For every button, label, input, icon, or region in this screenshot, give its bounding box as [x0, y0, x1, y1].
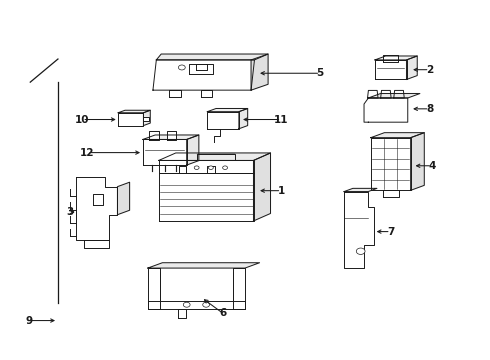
Polygon shape [407, 56, 417, 80]
Polygon shape [394, 90, 404, 98]
Polygon shape [170, 90, 181, 96]
Text: 4: 4 [428, 161, 436, 171]
Polygon shape [118, 182, 130, 215]
Circle shape [178, 65, 185, 70]
Text: 2: 2 [426, 65, 433, 75]
Polygon shape [368, 90, 378, 98]
Polygon shape [148, 263, 260, 268]
Circle shape [356, 248, 365, 255]
Polygon shape [178, 166, 186, 172]
Polygon shape [196, 64, 207, 71]
Polygon shape [239, 108, 247, 129]
Polygon shape [84, 240, 109, 248]
Polygon shape [251, 54, 268, 90]
Text: 7: 7 [387, 226, 394, 237]
Circle shape [183, 302, 190, 307]
Circle shape [208, 166, 213, 170]
Polygon shape [375, 60, 407, 80]
Polygon shape [143, 139, 187, 165]
Polygon shape [178, 309, 186, 318]
Text: 6: 6 [220, 309, 227, 319]
Polygon shape [344, 188, 377, 192]
Polygon shape [156, 54, 268, 60]
Polygon shape [384, 55, 398, 62]
Polygon shape [189, 64, 214, 73]
Polygon shape [411, 133, 424, 190]
Polygon shape [207, 112, 239, 129]
Polygon shape [159, 153, 270, 161]
Text: 10: 10 [75, 114, 90, 125]
Text: 5: 5 [317, 68, 324, 78]
Polygon shape [364, 98, 408, 122]
Polygon shape [201, 90, 212, 96]
Polygon shape [144, 110, 150, 126]
Polygon shape [153, 60, 254, 90]
Polygon shape [371, 133, 424, 138]
Polygon shape [383, 190, 399, 197]
Text: 8: 8 [426, 104, 433, 114]
Polygon shape [167, 131, 176, 140]
Polygon shape [118, 113, 144, 126]
Polygon shape [76, 177, 118, 240]
Text: 12: 12 [80, 148, 95, 158]
Circle shape [222, 166, 227, 170]
Text: 1: 1 [278, 186, 285, 196]
Polygon shape [148, 268, 160, 309]
Text: 11: 11 [274, 114, 289, 125]
Circle shape [194, 166, 199, 170]
Polygon shape [143, 135, 199, 139]
Polygon shape [371, 138, 411, 190]
Polygon shape [93, 194, 103, 205]
Polygon shape [368, 94, 420, 98]
Text: 9: 9 [25, 316, 32, 325]
Polygon shape [148, 301, 245, 309]
Polygon shape [187, 135, 199, 165]
Text: 3: 3 [67, 207, 74, 217]
Polygon shape [375, 56, 417, 60]
Polygon shape [253, 153, 270, 221]
Polygon shape [144, 117, 149, 121]
Polygon shape [149, 131, 159, 140]
Circle shape [203, 302, 210, 307]
Polygon shape [344, 192, 374, 268]
Polygon shape [118, 110, 150, 113]
Polygon shape [159, 172, 253, 221]
Polygon shape [207, 166, 215, 172]
Polygon shape [207, 108, 247, 112]
Polygon shape [381, 90, 391, 98]
Polygon shape [159, 161, 253, 172]
Polygon shape [233, 268, 245, 309]
